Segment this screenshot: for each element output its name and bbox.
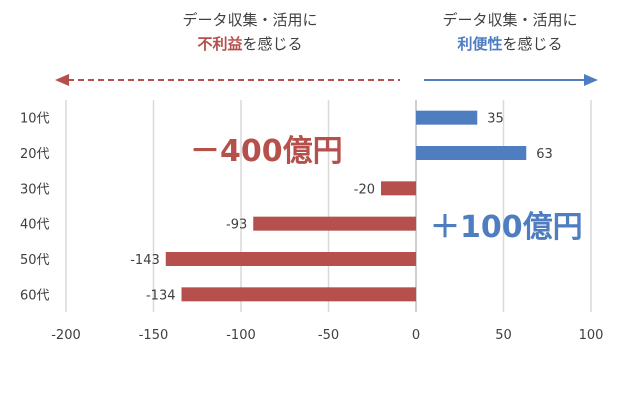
x-tick-label: -50 [318,328,339,343]
category-label: 50代 [20,253,50,268]
data-label: 35 [487,112,504,127]
x-tick-label: -150 [139,328,169,343]
positive-bar [416,110,478,125]
positive-bar [416,146,527,160]
x-tick-label: 50 [495,328,512,343]
negative-header-emphasis: 不利益 [197,35,243,53]
category-label: 20代 [20,147,50,162]
negative-bar [381,181,416,196]
category-label: 40代 [20,218,50,233]
negative-header-rest: を感じる [242,35,303,53]
positive-header-line2: 利便性を感じる [410,32,610,56]
data-label: -143 [130,253,160,268]
x-tick-label: 100 [579,328,604,343]
category-label: 30代 [20,182,50,197]
negative-total-callout: －400億円 [190,134,343,169]
x-tick-label: -200 [51,328,81,343]
data-label: -20 [354,182,375,197]
positive-header-line1: データ収集・活用に [442,11,578,29]
x-tick-label: -100 [226,328,256,343]
positive-direction-header: データ収集・活用に 利便性を感じる [410,8,610,56]
negative-bar [181,287,416,302]
x-tick-label: 0 [412,328,420,343]
negative-bar [253,216,416,231]
category-label: 10代 [20,112,50,127]
positive-direction-arrowhead [584,74,598,86]
data-label: -93 [226,218,247,233]
data-label: -134 [146,288,176,303]
negative-header-line1: データ収集・活用に [182,11,318,29]
data-label: 63 [536,147,553,162]
negative-header-line2: 不利益を感じる [100,32,400,56]
negative-direction-header: データ収集・活用に 不利益を感じる [100,8,400,56]
category-label: 60代 [20,288,50,303]
positive-total-callout: ＋100億円 [430,210,583,245]
positive-header-emphasis: 利便性 [457,35,503,53]
negative-bar [165,252,416,266]
negative-direction-arrowhead [55,74,69,86]
positive-header-rest: を感じる [502,35,563,53]
